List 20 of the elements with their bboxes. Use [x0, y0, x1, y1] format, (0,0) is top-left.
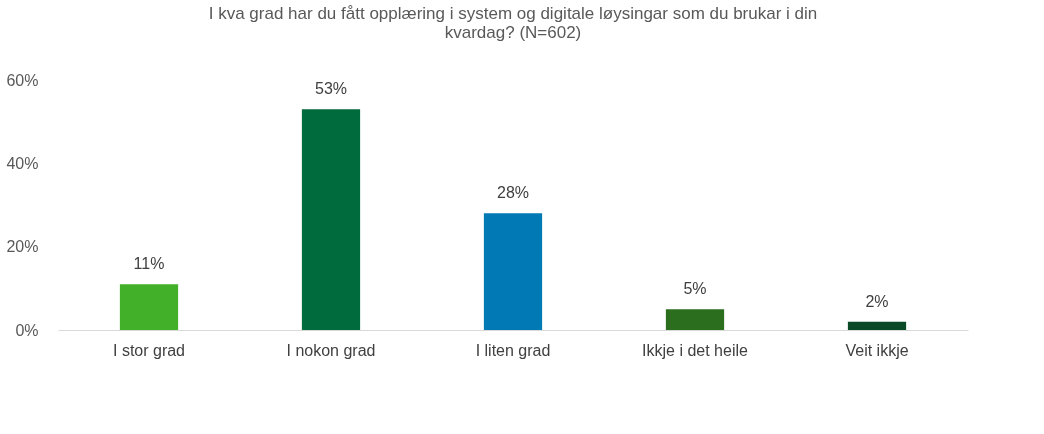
x-tick-label: I nokon grad: [286, 341, 376, 359]
y-tick-label: 20%: [6, 238, 39, 256]
bar: [665, 309, 725, 330]
x-tick-label: I liten grad: [475, 341, 551, 359]
data-label: 28%: [496, 184, 530, 202]
x-tick-label: Ikkje i det heile: [642, 341, 749, 359]
bar: [847, 321, 907, 330]
x-tick-label: I stor grad: [112, 341, 186, 359]
y-tick-label: 0%: [15, 321, 39, 339]
y-tick-label: 60%: [6, 71, 39, 89]
x-tick-label: Veit ikkje: [845, 341, 909, 359]
chart-title: I kva grad har du fått opplæring i system og digitale løysingar som du brukar i din kvardag? (N=602): [208, 4, 818, 42]
bar: [301, 109, 361, 330]
bar: [483, 213, 543, 330]
data-label: 11%: [133, 255, 165, 273]
data-label: 2%: [865, 292, 889, 310]
y-tick-label: 40%: [6, 154, 39, 172]
bar: [119, 284, 179, 330]
data-label: 53%: [314, 80, 348, 98]
data-label: 5%: [683, 280, 707, 298]
